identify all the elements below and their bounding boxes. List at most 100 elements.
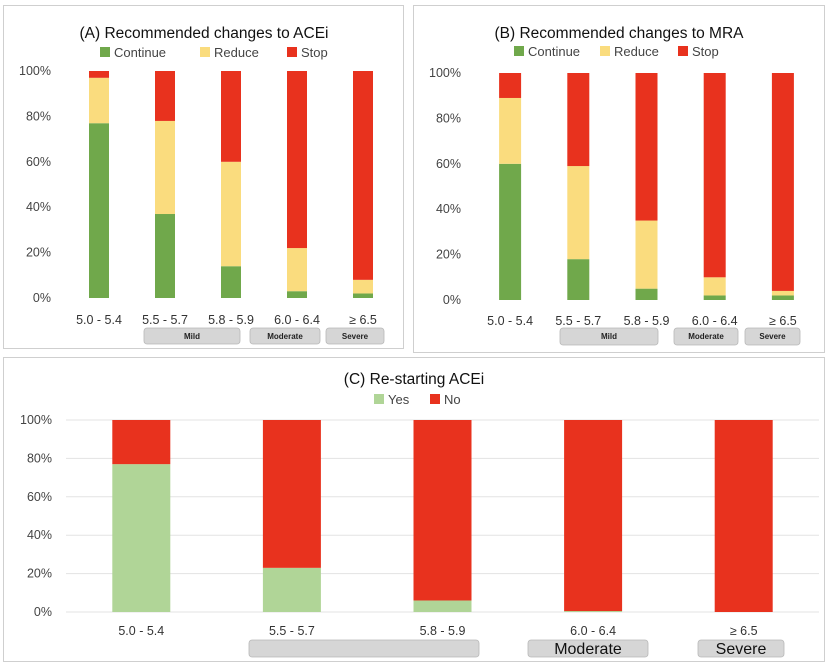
y-tick-label: 60% (436, 157, 461, 171)
legend-label-stop: Stop (301, 45, 328, 60)
bar-segment-reduce (635, 220, 658, 289)
bar-segment-reduce (771, 290, 794, 296)
chart-a-svg: (A) Recommended changes to ACEi Continue R… (19, 25, 385, 345)
chart-b-svg: (B) Recommended changes to MRA Continue Re… (429, 25, 801, 346)
x-category-label: 5.5 - 5.7 (555, 314, 601, 328)
y-tick-label: 20% (436, 248, 461, 262)
legend-swatch-stop (287, 47, 297, 57)
chart-title: (A) Recommended changes to ACEi (80, 25, 329, 42)
severity-box (559, 327, 659, 346)
y-tick-label: 40% (27, 528, 52, 542)
legend-label-reduce: Reduce (614, 44, 659, 59)
x-category-label: 5.8 - 5.9 (208, 313, 254, 327)
bar-segment-continue (287, 291, 307, 298)
bar-segment-reduce (353, 279, 373, 294)
severity-box (249, 327, 321, 345)
x-category-label: 6.0 - 6.4 (692, 314, 738, 328)
bar-segment-no (262, 420, 321, 568)
bar-segment-continue (89, 123, 109, 299)
bar-segment-continue (703, 295, 726, 300)
bar-segment-yes (112, 464, 171, 612)
y-tick-label: 80% (436, 111, 461, 125)
x-category-label: 5.5 - 5.7 (142, 313, 188, 327)
bar-segment-no (564, 420, 623, 612)
bar-segment-yes (564, 611, 623, 612)
severity-box (143, 327, 241, 345)
bar-segment-continue (635, 288, 658, 300)
bar-segment-reduce (567, 166, 590, 260)
severity-label-mild: Mild (601, 332, 617, 341)
bar-segment-stop (353, 71, 373, 280)
bar-segment-reduce (499, 97, 522, 164)
x-category-label: ≥ 6.5 (349, 313, 377, 327)
legend-label-continue: Continue (114, 45, 166, 60)
severity-box (248, 639, 480, 658)
y-tick-label: 80% (26, 109, 51, 123)
y-tick-label: 100% (19, 64, 51, 78)
severity-label-mild: Mild (184, 332, 200, 341)
legend-swatch-reduce (600, 46, 610, 56)
bar-segment-stop (771, 73, 794, 291)
x-category-label: ≥ 6.5 (769, 314, 797, 328)
y-tick-label: 20% (27, 567, 52, 581)
legend-label-no: No (444, 392, 461, 407)
severity-box (325, 327, 385, 345)
x-category-label: 5.0 - 5.4 (76, 313, 122, 327)
severity-label-moderate: Moderate (688, 332, 724, 341)
bar-segment-continue (771, 295, 794, 300)
y-tick-label: 100% (20, 413, 52, 427)
x-category-label: 6.0 - 6.4 (570, 624, 616, 638)
x-category-label: 5.8 - 5.9 (420, 624, 466, 638)
bar-segment-no (714, 420, 773, 612)
chart-title: (B) Recommended changes to MRA (495, 25, 745, 42)
y-tick-label: 20% (26, 246, 51, 260)
severity-box (744, 327, 801, 346)
severity-box (673, 327, 739, 346)
severity-label-moderate: Moderate (554, 641, 622, 658)
chart-c-svg: (C) Re-starting ACEi Yes No 0% 20% 40% 60% 80% 1… (20, 371, 819, 658)
legend-swatch-continue (514, 46, 524, 56)
x-category-label: 5.0 - 5.4 (118, 624, 164, 638)
bar-segment-continue (221, 266, 241, 298)
legend-label-continue: Continue (528, 44, 580, 59)
bar-segment-stop (221, 71, 241, 162)
bar-segment-no (413, 420, 472, 601)
severity-label-severe: Severe (716, 641, 767, 658)
bar-segment-stop (635, 73, 658, 221)
severity-box (697, 639, 785, 658)
y-tick-label: 80% (27, 451, 52, 465)
x-category-label: ≥ 6.5 (730, 624, 758, 638)
bar-segment-yes (262, 567, 321, 612)
chart-panel-a: (A) Recommended changes to ACEi Continue R… (3, 5, 404, 349)
bar-segment-continue (353, 293, 373, 298)
bar-segment-reduce (221, 161, 241, 267)
x-category-label: 5.0 - 5.4 (487, 314, 533, 328)
bar-segment-reduce (89, 77, 109, 124)
bar-segment-stop (499, 73, 522, 98)
y-tick-label: 100% (429, 66, 461, 80)
legend-swatch-continue (100, 47, 110, 57)
chart-panel-c: (C) Re-starting ACEi Yes No 0% 20% 40% 60% 80% 1… (3, 357, 825, 662)
bar-segment-stop (155, 71, 175, 121)
severity-label-moderate: Moderate (267, 332, 303, 341)
severity-label-severe: Severe (759, 332, 786, 341)
chart-panel-b: (B) Recommended changes to MRA Continue Re… (413, 5, 825, 353)
x-category-label: 5.8 - 5.9 (624, 314, 670, 328)
bar-segment-continue (155, 214, 175, 298)
bar-segment-stop (567, 73, 590, 167)
legend-swatch-stop (678, 46, 688, 56)
y-tick-label: 40% (26, 200, 51, 214)
legend-label-stop: Stop (692, 44, 719, 59)
x-category-label: 6.0 - 6.4 (274, 313, 320, 327)
legend-label-yes: Yes (388, 392, 410, 407)
bar-segment-reduce (703, 277, 726, 296)
bar-segment-continue (567, 259, 590, 300)
y-tick-label: 0% (33, 291, 51, 305)
severity-label-severe: Severe (342, 332, 369, 341)
chart-title: (C) Re-starting ACEi (344, 371, 484, 388)
y-tick-label: 40% (436, 202, 461, 216)
bar-segment-no (112, 420, 171, 465)
bar-segment-stop (703, 73, 726, 278)
bar-segment-stop (89, 71, 109, 78)
y-tick-label: 60% (26, 155, 51, 169)
